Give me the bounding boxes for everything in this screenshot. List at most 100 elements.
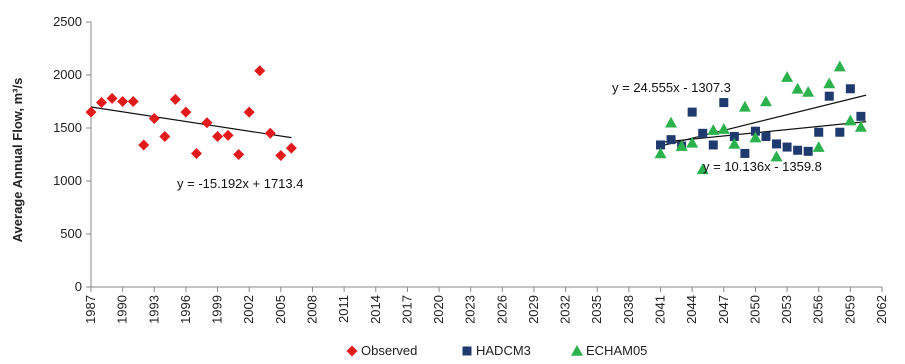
observed-point [85,106,97,118]
hadcm3-point [803,146,813,156]
hadcm3-point [856,111,866,121]
observed-point [148,112,160,124]
x-tick-label: 2032 [558,295,573,324]
trendline [660,121,867,143]
x-tick-label: 2002 [241,295,256,324]
x-tick-label: 2017 [399,295,414,324]
legend-marker [346,345,358,357]
echam05-point [812,141,825,152]
x-tick-label: 2026 [494,295,509,324]
echam05-point [728,137,741,149]
x-tick-label: 2023 [463,295,478,324]
hadcm3-point [740,148,750,158]
observed-point [96,97,108,109]
x-tick-label: 2062 [874,295,889,324]
legend: Observed HADCM3 ECHAM05 [346,343,647,358]
x-tick-label: 1996 [178,295,193,324]
echam05-point [833,60,846,72]
axes: 0 500 1000 1500 2000 2500 1987 1990 1993 1996 1999… [53,14,889,324]
trendline [90,106,292,139]
y-tick-label: 1000 [53,173,82,188]
y-axis-title-group: Average Annual Flow, m³/s [10,78,25,243]
hadcm3-point [845,84,855,94]
trendline [660,94,867,147]
hadcm3-point [666,135,676,145]
x-tick-label: 2038 [621,295,636,324]
observed-point [275,150,287,162]
hadcm3-point [729,131,739,141]
observed-point [233,149,245,160]
x-tick-label: 2014 [368,295,383,324]
y-tick-label: 1500 [53,120,82,135]
echam05-point [791,82,804,94]
echam05-point [823,77,836,89]
legend-label: Observed [361,343,417,358]
observed-point [254,65,266,77]
echam05-point [770,150,783,162]
y-tick-label: 2500 [53,14,82,29]
observed-point [201,117,213,129]
y-tick-label: 0 [75,279,82,294]
observed-point [127,96,139,107]
echam05-point [802,85,815,97]
x-tick-label: 2020 [431,295,446,324]
x-tick-label: 2035 [589,295,604,324]
trend-labels: y = -15.192x + 1713.4 y = 24.555x - 1307.… [177,80,822,191]
observed-point [222,129,234,141]
observed-point [117,96,129,107]
hadcm3-point [824,91,834,101]
hadcm3-point [761,131,771,141]
observed-point [264,127,276,139]
echam05-point [717,123,730,134]
echam05-point [738,100,751,112]
echam05-point [844,114,857,126]
hadcm3-point [835,127,845,137]
legend-label: ECHAM05 [586,343,647,358]
trendline-equation: y = 10.136x - 1359.8 [703,159,822,174]
echam05-point [696,163,709,175]
markers [85,60,867,175]
hadcm3-point [750,126,760,136]
observed-point [138,139,150,151]
observed-point [180,106,192,118]
observed-point [212,130,224,142]
echam05-point [749,131,762,143]
x-tick-label: 2047 [716,295,731,324]
echam05-point [781,71,794,82]
x-tick-label: 2008 [304,295,319,324]
echam05-point [686,136,699,148]
x-tick-label: 2056 [811,295,826,324]
hadcm3-point [687,107,697,117]
echam05-point [759,95,772,107]
x-tick-label: 2059 [842,295,857,324]
trendlines [90,94,867,147]
observed-point [159,130,171,142]
echam05-point [665,116,678,128]
x-tick-label: 2053 [779,295,794,324]
y-tick-label: 500 [60,226,82,241]
echam05-point [675,140,688,151]
x-tick-label: 2041 [653,295,668,324]
legend-label: HADCM3 [476,343,531,358]
hadcm3-point [814,127,824,137]
observed-point [285,142,297,154]
echam05-point [854,120,867,132]
x-tick-label: 1993 [146,295,161,324]
x-tick-label: 2011 [336,295,351,323]
legend-marker [462,346,472,356]
observed-point [106,92,118,104]
x-tick-label: 1990 [115,295,130,324]
x-tick-label: 2005 [273,295,288,324]
hadcm3-point [782,142,792,152]
observed-point [243,106,255,118]
y-axis-title: Average Annual Flow, m³/s [10,78,25,243]
hadcm3-point [708,140,718,150]
trendline-equation: y = 24.555x - 1307.3 [612,80,731,95]
echam05-point [654,147,667,159]
x-tick-label: 2029 [526,295,541,324]
observed-point [169,93,181,105]
x-tick-label: 2044 [684,295,699,324]
echam05-point [707,124,720,135]
hadcm3-point [719,98,729,108]
